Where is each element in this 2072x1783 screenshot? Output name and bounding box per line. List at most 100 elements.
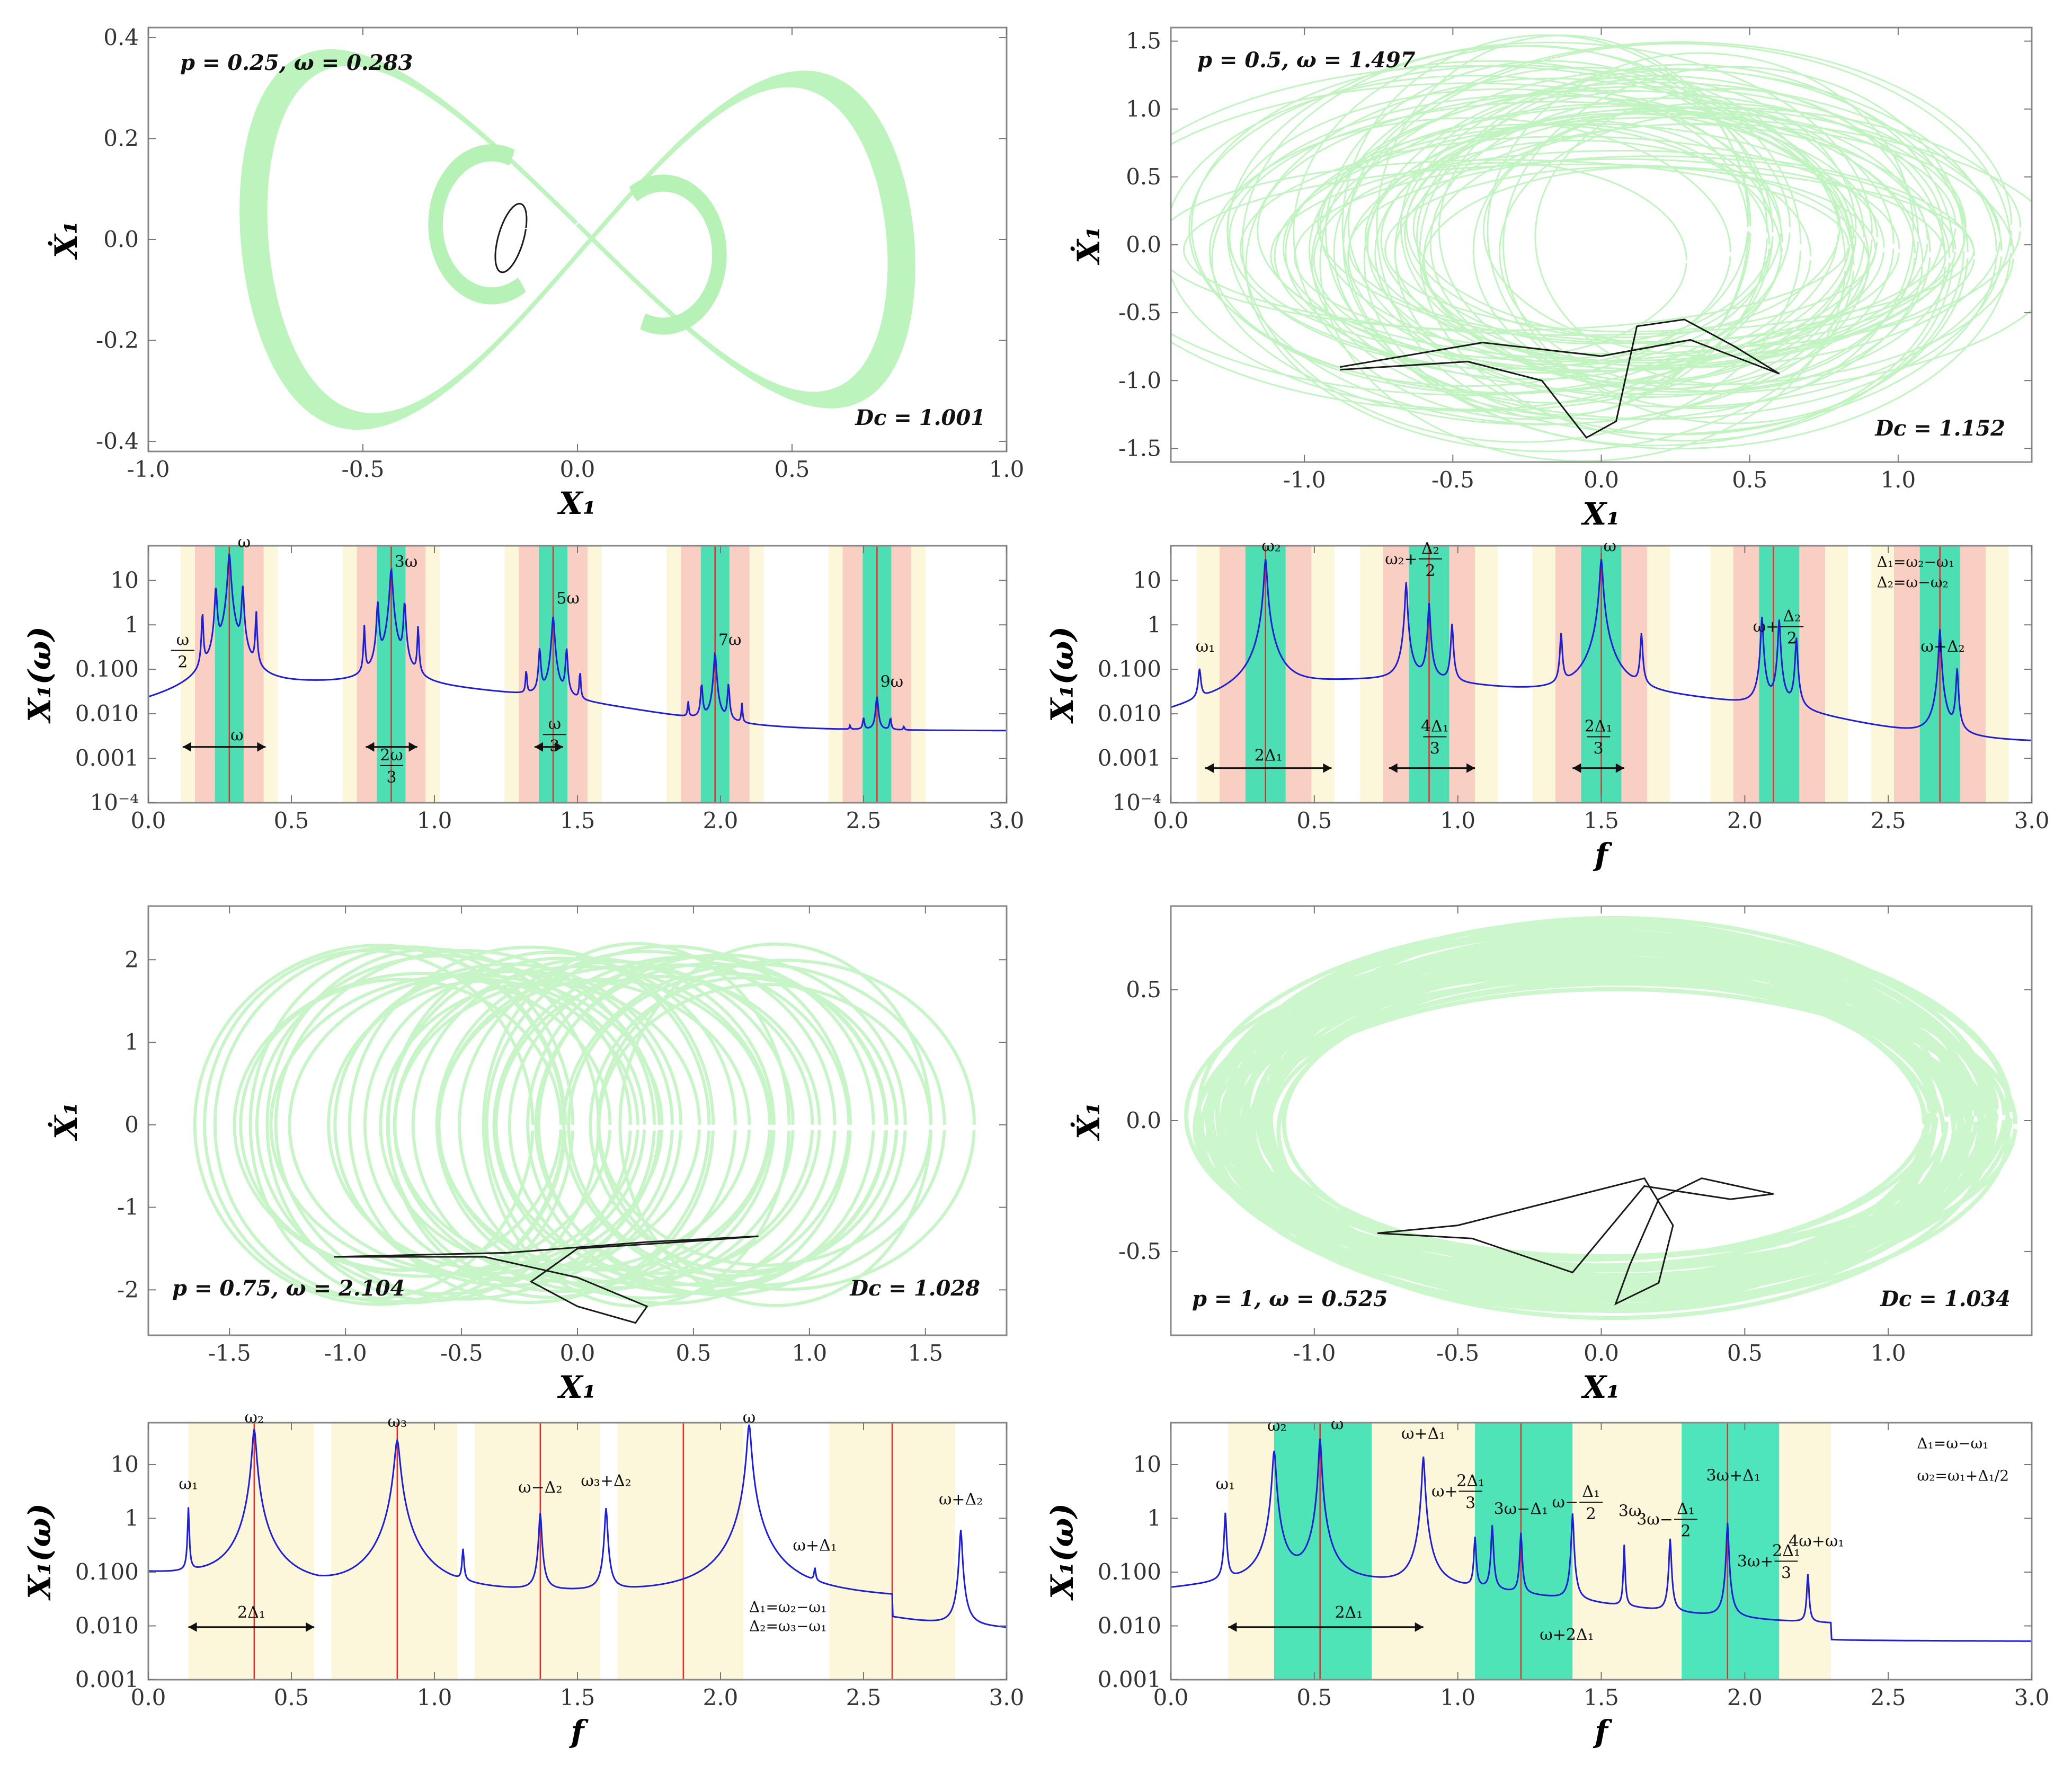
- plot-area: [239, 49, 915, 430]
- correlation-dimension-label: Dᴄ = 1.034: [1880, 1287, 2011, 1311]
- y-axis-label: X₁(ω): [22, 626, 58, 724]
- y-axis-label: X₁(ω): [1044, 1503, 1080, 1601]
- band-width-arrow-head: [257, 742, 266, 752]
- parameter-label: p = 0.75, ω = 2.104: [172, 1276, 405, 1301]
- band-width-arrow-head: [366, 742, 375, 752]
- y-tick-label: 0.010: [1098, 700, 1161, 726]
- y-tick-label: -1.0: [1118, 367, 1161, 393]
- fraction-label-denominator: 3: [386, 768, 396, 787]
- correlation-dimension-label: Dᴄ = 1.001: [855, 405, 985, 430]
- peak-label: ω: [1331, 1415, 1344, 1434]
- x-tick-label: 0.0: [131, 808, 166, 833]
- attractor-inner-scroll: [428, 144, 727, 335]
- compound-label-denominator: 2: [1425, 562, 1435, 580]
- frequency-band: [617, 1423, 744, 1680]
- x-tick-label: 0.5: [274, 1684, 309, 1710]
- x-axis-label: X₁: [1580, 496, 1620, 532]
- y-tick-label: 10⁻⁴: [1113, 790, 1161, 815]
- band-width-arrow-head: [1466, 763, 1475, 773]
- y-tick-label: 0.010: [1098, 1612, 1161, 1638]
- y-tick-label: 1: [125, 1029, 139, 1055]
- peak-label: 3ω: [395, 553, 418, 571]
- x-tick-label: 2.0: [703, 808, 739, 833]
- periodic-orbit: [334, 1235, 759, 1324]
- band-width-arrow-head: [182, 742, 191, 752]
- compound-label-numerator: Δ₂: [1421, 539, 1439, 558]
- parameter-label: p = 0.5, ω = 1.497: [1197, 48, 1416, 73]
- peak-label: 3ω−Δ₁: [1494, 1500, 1548, 1518]
- peak-label: ω+Δ₂: [1920, 637, 1964, 656]
- y-tick-label: -0.4: [96, 428, 139, 454]
- spectrum-curve: [1170, 559, 2032, 741]
- y-tick-label: -1: [117, 1194, 139, 1220]
- compound-label-denominator: 2: [1787, 629, 1797, 648]
- y-tick-label: 0.4: [103, 24, 139, 50]
- x-tick-label: -0.5: [440, 1340, 483, 1366]
- peak-label: ω₃+Δ₂: [581, 1471, 631, 1490]
- y-tick-label: 2: [125, 946, 139, 972]
- band-width-arrow-head: [555, 742, 563, 752]
- peak-label: ω₁: [179, 1475, 198, 1493]
- plot-area: [193, 942, 976, 1324]
- x-tick-label: 0.0: [1584, 1340, 1619, 1366]
- y-tick-label: 10: [1133, 1451, 1161, 1477]
- x-tick-label: -1.0: [324, 1340, 367, 1366]
- x-tick-label: -0.5: [342, 456, 385, 482]
- band-width-arrow-head: [1323, 763, 1332, 773]
- y-tick-label: 10: [111, 1451, 139, 1477]
- panel-H-spectrum: 0.0 0.5 1.0 1.5 2.0 2.5 3.0 10 1 0.100 0.010 0.001 f…: [1044, 1415, 2049, 1750]
- compound-label-denominator: 3: [1465, 1494, 1475, 1512]
- peak-label: ω+2Δ₁: [1540, 1626, 1594, 1644]
- y-tick-label: 10: [111, 567, 139, 593]
- x-tick-label: 3.0: [2014, 1684, 2050, 1710]
- band-width-arrow-head: [1389, 763, 1398, 773]
- y-axis-label: Ẋ₁: [48, 221, 84, 260]
- x-tick-label: 1.0: [1440, 1684, 1475, 1710]
- x-tick-label: 2.5: [1871, 808, 1906, 833]
- fraction-label-numerator: 2Δ₁: [1585, 717, 1613, 736]
- y-tick-label: 0.2: [103, 126, 139, 152]
- peak-label: ω₁: [1216, 1475, 1235, 1493]
- parameter-label: p = 1, ω = 0.525: [1192, 1287, 1388, 1311]
- x-tick-label: -0.5: [1431, 467, 1474, 493]
- band-width-arrow-head: [1572, 763, 1581, 773]
- peak-label: ω: [1604, 537, 1616, 555]
- definition-label: ω₂=ω₁+Δ₁/2: [1917, 1467, 2009, 1485]
- band-width-arrow-head: [306, 1622, 315, 1632]
- peak-label: ω₂: [245, 1408, 264, 1427]
- fraction-label-numerator: 2ω: [380, 746, 403, 765]
- x-tick-label: 1.5: [1584, 808, 1619, 833]
- arrow-label: 2Δ₁: [1335, 1603, 1363, 1622]
- correlation-dimension-label: Dᴄ = 1.028: [849, 1276, 980, 1301]
- band-width-arrow-head: [1415, 1622, 1424, 1632]
- plot-area: [1171, 34, 2032, 462]
- arrow-label: 2Δ₁: [1255, 747, 1283, 765]
- y-tick-label: 0.0: [1126, 1107, 1161, 1133]
- y-tick-label: 0.001: [1098, 1666, 1161, 1692]
- peak-label: 3ω+Δ₁: [1706, 1467, 1760, 1485]
- definition-label: Δ₁=ω₂−ω₁: [749, 1599, 826, 1616]
- arrow-label: ω: [230, 726, 243, 745]
- peak-label: ω₂: [1261, 537, 1281, 555]
- y-axis-label: Ẋ₁: [1070, 1102, 1107, 1141]
- panel-F-phase-portrait: -1.0 -0.5 0.0 0.5 1.0 0.5 0.0 -0.5 X₁ Ẋ₁ p = 1, ω …: [1070, 905, 2033, 1405]
- fraction-label-denominator: 3: [1430, 740, 1440, 758]
- y-tick-label: 1: [1147, 1505, 1161, 1531]
- parameter-label: p = 0.25, ω = 0.283: [180, 50, 413, 75]
- arrow-label: 2Δ₁: [237, 1603, 265, 1622]
- compound-label-denominator: 3: [1781, 1564, 1791, 1582]
- y-tick-label: 0.100: [75, 656, 139, 682]
- compound-label-prefix: 3ω+: [1737, 1552, 1774, 1571]
- periodic-orbit: [1340, 318, 1780, 439]
- y-tick-label: -2: [117, 1276, 139, 1302]
- x-tick-label: 3.0: [2014, 808, 2050, 833]
- definition-label: Δ₁=ω₂−ω₁: [1877, 553, 1954, 571]
- band-width-arrow-head: [535, 742, 543, 752]
- peak-label: ω₃: [388, 1413, 407, 1431]
- y-tick-label: 1: [125, 1505, 139, 1531]
- periodic-orbit: [1377, 1177, 1774, 1306]
- x-tick-label: 0.5: [1296, 1684, 1332, 1710]
- attractor-band: [1184, 916, 2018, 1320]
- y-tick-label: 10⁻⁴: [90, 790, 139, 815]
